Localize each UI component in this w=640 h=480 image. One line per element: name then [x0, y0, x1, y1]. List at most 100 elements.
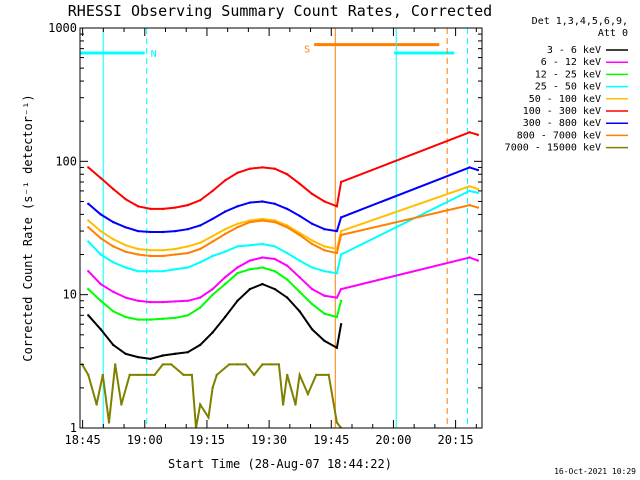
data-point-s6-14: [248, 167, 252, 170]
data-point-s4-6: [149, 270, 152, 273]
data-point-s7-4: [124, 226, 127, 229]
data-point-s2-22: [339, 287, 343, 291]
data-point-s8-10: [199, 247, 202, 251]
data-point-s2-12: [223, 276, 227, 279]
legend-label-1: 3 - 6 keV: [547, 45, 601, 56]
data-point-s7-6: [149, 230, 152, 234]
data-point-s1-15: [261, 282, 264, 286]
data-point-s2-2: [99, 282, 102, 286]
data-point-s3-3: [112, 310, 115, 313]
x-tick-label-6: 20:00: [375, 433, 411, 447]
data-point-s6-8: [174, 206, 177, 209]
legend-label-7: 300 - 800 keV: [523, 118, 601, 129]
data-point-s2-3: [112, 290, 115, 293]
data-point-s5-22: [339, 229, 343, 233]
data-point-s6-20: [323, 200, 326, 203]
data-point-s4-5: [136, 270, 140, 273]
data-point-s7-18: [298, 214, 301, 218]
data-point-s3-5: [136, 318, 140, 321]
data-point-s5-13: [236, 222, 239, 225]
data-point-s4-17: [286, 251, 289, 255]
data-point-s3-22: [339, 299, 343, 302]
data-point-s7-1: [87, 202, 90, 205]
data-point-s3-20: [323, 312, 326, 315]
data-point-s1-8: [174, 352, 177, 355]
data-point-s5-6: [149, 249, 152, 252]
data-point-s9-12: [161, 363, 165, 366]
data-point-s1-7: [161, 354, 165, 357]
data-point-s9-11: [153, 373, 156, 377]
data-point-s4-20: [323, 270, 326, 273]
legend-label-3: 12 - 25 keV: [535, 69, 601, 80]
data-point-s8-4: [124, 250, 127, 253]
data-point-s9-6: [114, 363, 117, 366]
data-point-s5-1: [87, 219, 90, 222]
data-point-s3-9: [186, 314, 189, 317]
legend-label-2: 6 - 12 keV: [541, 57, 601, 68]
data-point-s7-23: [468, 166, 471, 169]
data-point-s4-24: [476, 191, 480, 195]
data-point-s1-17: [286, 296, 289, 299]
data-point-s5-7: [161, 249, 165, 252]
series-line-7: [87, 166, 479, 233]
data-point-s3-14: [248, 268, 252, 271]
y-axis: 1 10 100 1000: [48, 21, 482, 435]
data-point-s5-2: [99, 229, 102, 233]
data-point-s9-2: [87, 373, 90, 377]
data-point-s6-19: [310, 192, 314, 196]
series-line-1: [87, 283, 343, 360]
data-point-s9-28: [281, 403, 285, 406]
y-axis-label: Corrected Count Rate (s⁻¹ detector⁻¹): [21, 94, 35, 361]
y-tick-label-2: 10: [63, 288, 77, 302]
data-point-s9-29: [286, 373, 289, 377]
data-point-s8-15: [261, 219, 264, 222]
data-point-s2-16: [273, 257, 276, 261]
data-point-s1-11: [211, 331, 214, 334]
data-point-s8-9: [186, 251, 189, 255]
data-point-s1-21: [335, 346, 339, 349]
y-tick-label-3: 100: [55, 154, 77, 168]
x-tick-label-1: 18:45: [65, 433, 101, 447]
data-point-s9-14: [182, 373, 185, 377]
data-point-s1-9: [186, 351, 189, 354]
data-point-s8-3: [112, 245, 115, 248]
data-point-s6-2: [99, 176, 102, 180]
data-point-s3-19: [310, 302, 314, 306]
data-point-s8-1: [87, 226, 90, 229]
data-point-s9-22: [236, 363, 239, 366]
data-point-s1-13: [236, 299, 239, 302]
data-point-s8-19: [310, 242, 314, 246]
data-point-s9-3: [95, 403, 98, 406]
data-point-s6-6: [149, 207, 152, 211]
data-point-s6-1: [87, 166, 90, 169]
data-point-s8-2: [99, 237, 102, 240]
data-point-s9-13: [170, 363, 173, 366]
data-point-s2-8: [174, 300, 177, 303]
data-point-s9-15: [190, 373, 194, 377]
data-point-s6-5: [136, 205, 140, 208]
data-point-s4-23: [468, 189, 471, 193]
data-point-s3-16: [273, 270, 276, 273]
data-point-s9-17: [199, 403, 202, 406]
data-point-s3-10: [199, 306, 202, 309]
data-point-s9-4: [101, 373, 105, 377]
data-point-s5-4: [124, 244, 127, 247]
data-point-s9-27: [277, 363, 281, 366]
data-point-s8-24: [476, 206, 480, 209]
data-point-s9-9: [136, 373, 140, 377]
series-line-3: [87, 266, 343, 321]
data-point-s2-4: [124, 296, 127, 299]
data-point-s8-5: [136, 253, 140, 256]
data-point-s9-24: [252, 373, 256, 377]
data-point-s7-14: [248, 201, 252, 204]
data-point-s2-20: [323, 294, 326, 297]
data-point-s1-18: [298, 310, 301, 313]
data-point-s7-15: [261, 200, 264, 203]
data-point-s4-14: [248, 244, 252, 247]
data-point-s5-12: [223, 228, 227, 231]
data-point-s1-4: [124, 352, 127, 355]
data-point-s3-1: [87, 287, 90, 291]
data-point-s5-9: [186, 245, 189, 248]
timestamp-label: 16-Oct-2021 10:29: [554, 467, 636, 476]
